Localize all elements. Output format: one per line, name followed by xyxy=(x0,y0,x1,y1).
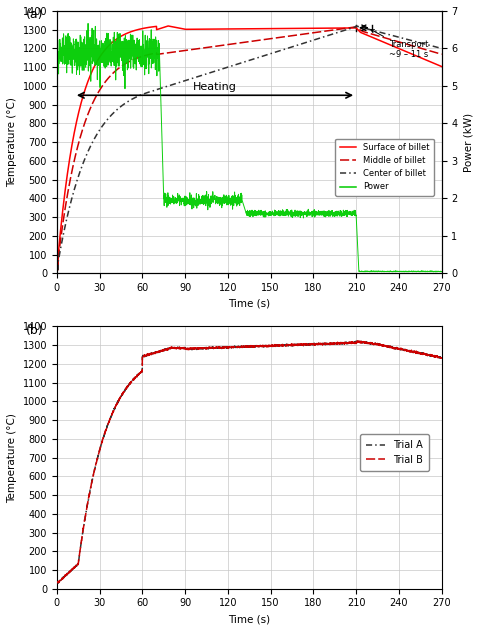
Trial A xyxy=(439,354,444,362)
X-axis label: Time (s): Time (s) xyxy=(228,614,270,624)
Trial B xyxy=(63,572,69,579)
Text: (a): (a) xyxy=(26,8,44,21)
Trial B xyxy=(354,337,360,345)
Trial B xyxy=(439,354,444,362)
Y-axis label: Temperature (°C): Temperature (°C) xyxy=(7,413,17,502)
Trial B xyxy=(54,579,60,586)
Trial A xyxy=(75,559,81,567)
X-axis label: Time (s): Time (s) xyxy=(228,298,270,309)
Trial A xyxy=(354,337,360,345)
Trial B xyxy=(54,579,60,586)
Trial B xyxy=(154,348,160,355)
Text: Heating: Heating xyxy=(193,81,237,91)
Legend: Surface of billet, Middle of billet, Center of billet, Power: Surface of billet, Middle of billet, Cen… xyxy=(336,139,433,196)
Trial A xyxy=(256,343,262,350)
Trial B xyxy=(194,345,200,352)
Line: Trial B: Trial B xyxy=(57,341,442,582)
Text: Transport
~9 – 11 s: Transport ~9 – 11 s xyxy=(371,30,428,59)
Legend: Trial A, Trial B: Trial A, Trial B xyxy=(360,434,429,471)
Line: Trial A: Trial A xyxy=(57,341,442,583)
Trial A xyxy=(63,571,69,579)
Text: (b): (b) xyxy=(26,324,44,337)
Trial B xyxy=(313,341,319,348)
Y-axis label: Power (kW): Power (kW) xyxy=(463,112,473,172)
Trial A xyxy=(194,345,200,352)
Trial A xyxy=(54,579,60,586)
Trial A xyxy=(313,340,319,348)
Trial A xyxy=(56,579,61,587)
Trial B xyxy=(75,560,81,567)
Y-axis label: Temperature (°C): Temperature (°C) xyxy=(7,97,17,187)
Trial A xyxy=(154,350,160,357)
Trial B xyxy=(256,343,262,350)
